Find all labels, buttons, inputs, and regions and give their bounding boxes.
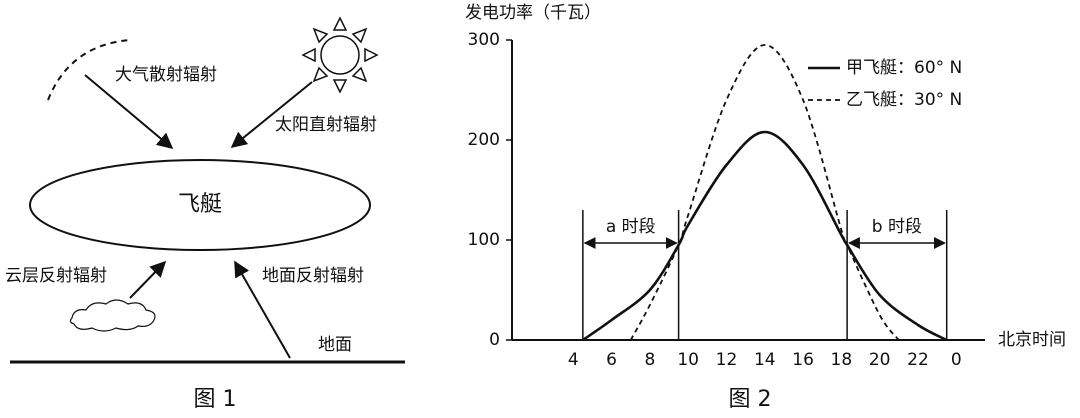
annotation: b 时段 bbox=[872, 217, 922, 237]
annotation: a 时段 bbox=[606, 217, 656, 237]
x-tick-label: 8 bbox=[644, 350, 655, 370]
label: 飞艇 bbox=[178, 192, 222, 217]
label: 地面 bbox=[318, 335, 352, 355]
x-axis-label: 北京时间 bbox=[998, 330, 1066, 350]
sun bbox=[301, 16, 379, 94]
arrow bbox=[84, 74, 174, 150]
y-tick-label: 0 bbox=[489, 330, 500, 350]
x-tick-label: 12 bbox=[716, 350, 738, 370]
label: 地面反射辐射 bbox=[262, 266, 364, 286]
diagram: 大气散射辐射 太阳直射辐射 飞艇 云层反射辐射 地面反射辐射 地面 图 1 bbox=[5, 16, 405, 412]
y-tick-label: 100 bbox=[468, 230, 500, 250]
x-tick-label: 20 bbox=[869, 350, 891, 370]
label: 云层反射辐射 bbox=[5, 266, 107, 286]
x-tick-label: 22 bbox=[907, 350, 929, 370]
x-tick-label: 10 bbox=[677, 350, 699, 370]
airship bbox=[29, 159, 371, 251]
label: 太阳直射辐射 bbox=[275, 115, 377, 135]
arrow bbox=[129, 260, 167, 299]
x-tick-label: 14 bbox=[754, 350, 776, 370]
arrow bbox=[234, 260, 291, 359]
line bbox=[629, 44, 900, 341]
arrow bbox=[230, 81, 313, 149]
sky-arc bbox=[47, 39, 131, 101]
cloud bbox=[69, 299, 156, 332]
x-tick-label: 4 bbox=[568, 350, 579, 370]
x-tick-label: 0 bbox=[951, 350, 962, 370]
x-tick-label: 18 bbox=[831, 350, 853, 370]
y-tick-label: 300 bbox=[468, 30, 500, 50]
y-tick-label: 200 bbox=[468, 130, 500, 150]
caption: 图 1 bbox=[194, 387, 237, 412]
legend-label: 乙飞艇：30° N bbox=[846, 90, 962, 110]
x-tick-label: 6 bbox=[606, 350, 617, 370]
x-tick-label: 16 bbox=[792, 350, 814, 370]
caption: 图 2 bbox=[729, 387, 772, 412]
line bbox=[582, 130, 948, 342]
label: 大气散射辐射 bbox=[115, 65, 217, 85]
y-axis-label: 发电功率（千瓦） bbox=[465, 3, 601, 23]
legend-label: 甲飞艇：60° N bbox=[846, 58, 962, 78]
